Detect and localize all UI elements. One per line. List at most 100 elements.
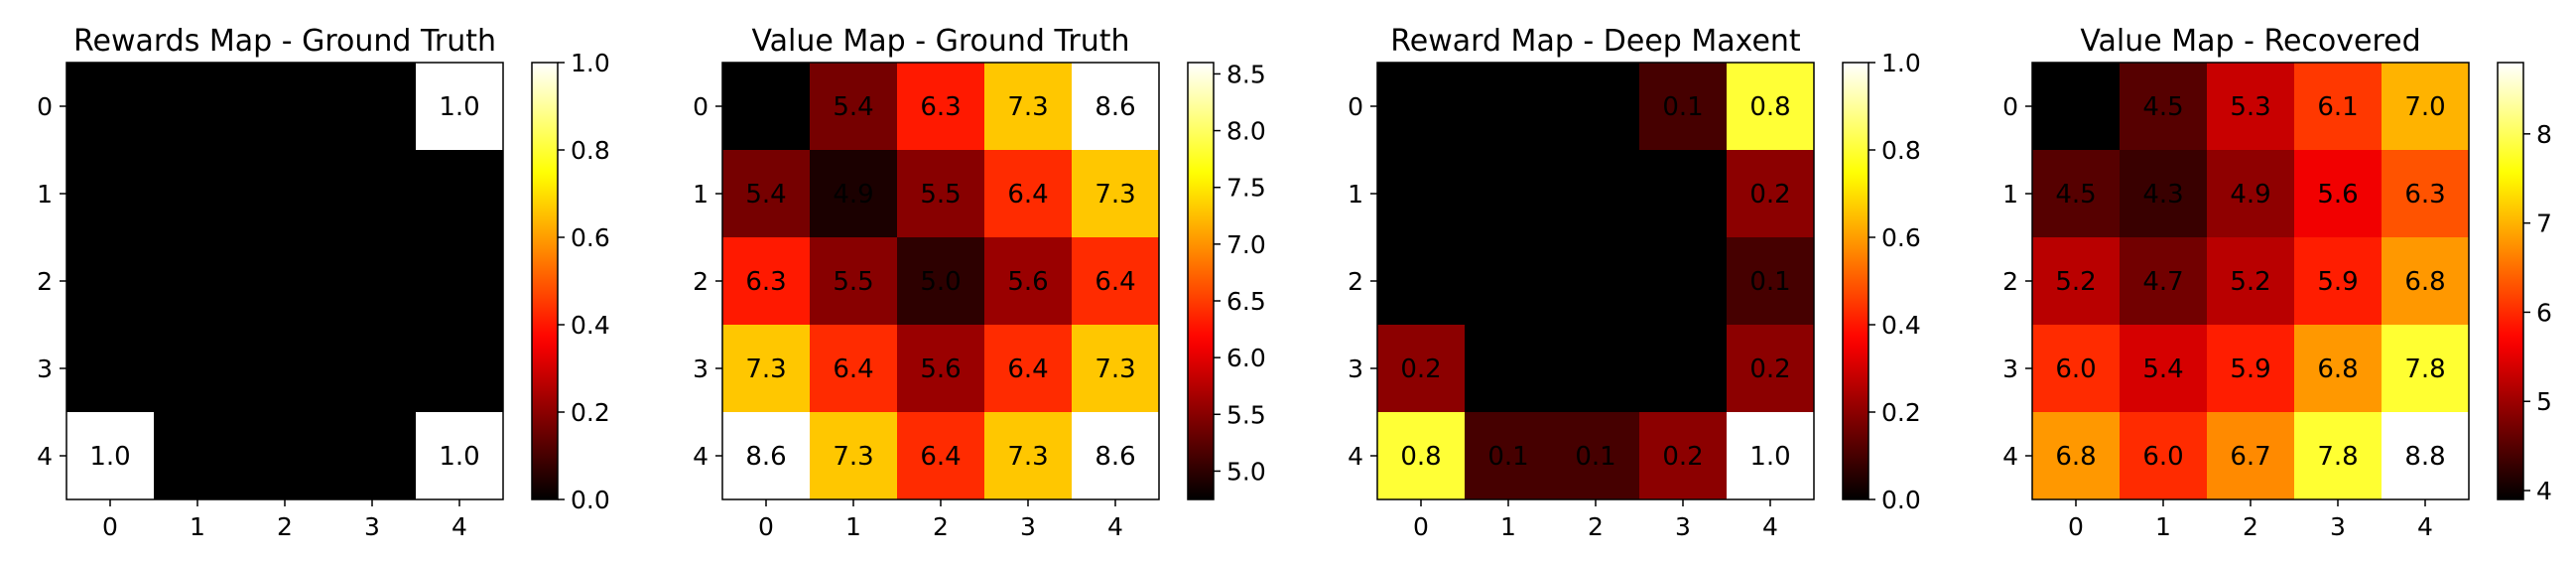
cell-value-label: 7.3 [745,354,786,384]
cell-value-label: 0.2 [1400,354,1441,384]
colorbar-tick-label: 0.8 [571,136,610,165]
heatmap-cell [722,237,810,325]
heatmap-cell [2120,63,2207,150]
chart-title: Rewards Map - Ground Truth [73,24,496,59]
cell-value-label: 0.2 [1662,442,1703,472]
y-tick-label: 0 [2002,92,2018,121]
heatmap-panel-1: Rewards Map - Ground Truth 0.0 0.0 0.0 0.0 1.… [37,24,610,541]
cell-value-label: 0.0 [177,442,217,472]
cell-value-label: 0.0 [177,92,217,122]
x-tick-label: 4 [1107,512,1123,541]
cell-value-label: 4.4 [745,92,786,122]
colorbar-tick-label: 0.0 [571,486,610,514]
heatmap-panel-4: Value Map - Recovered 3.9 4.5 5.3 6.1 7.0 4.5 4… [2002,24,2552,541]
cell-value-label: 0.0 [89,180,130,210]
heatmap-cell [1072,63,1159,150]
heatmap-cell [154,63,241,150]
heatmap-cell [1639,237,1727,325]
heatmap-cell [897,237,984,325]
heatmap-cell [1072,412,1159,499]
heatmap-cell [241,63,328,150]
cell-value-label: 0.0 [1575,92,1615,122]
x-tick-label: 4 [2417,512,2433,541]
cell-value-label: 3.9 [2055,92,2096,122]
y-tick-label: 4 [1348,442,1363,471]
colorbar-tick-label: 1.0 [571,49,610,77]
cell-value-label: 0.0 [264,180,305,210]
heatmap-cell [1639,412,1727,499]
heatmap-cell [416,412,503,499]
cell-value-label: 5.3 [2230,92,2270,122]
y-tick-label: 4 [2002,442,2018,471]
cell-value-label: 6.8 [2404,267,2445,297]
heatmap-cell [1552,237,1639,325]
colorbar-tick-label: 7.0 [1226,230,1266,259]
y-tick-label: 0 [1348,92,1363,121]
cell-value-label: 0.0 [439,267,479,297]
x-tick-label: 3 [1020,512,1036,541]
cell-value-label: 0.0 [1400,180,1441,210]
cell-value-label: 0.0 [1662,267,1703,297]
heatmap-panel-3: Reward Map - Deep Maxent 0.0 0.0 0.0 0.1 0.8 0… [1348,24,1921,541]
colorbar-tick-label: 8.0 [1226,117,1266,146]
heatmap-cell [722,150,810,237]
y-tick-label: 4 [693,442,708,471]
heatmap-cell [154,150,241,237]
x-tick-label: 2 [2243,512,2258,541]
chart-title: Reward Map - Deep Maxent [1390,24,1801,59]
colorbar [1842,62,1869,500]
cell-value-label: 4.9 [833,180,873,210]
heatmap-cell [328,63,416,150]
heatmap-cell [328,237,416,325]
y-tick-label: 1 [37,180,53,209]
heatmap-cell [1072,150,1159,237]
heatmap-cell [328,325,416,412]
cell-value-label: 5.6 [1007,267,1048,297]
cell-value-label: 6.3 [745,267,786,297]
heatmap-cell [2382,325,2469,412]
heatmap-cell [66,325,154,412]
y-tick-label: 3 [1348,354,1363,383]
heatmap-cell [1727,63,1814,150]
heatmap-cell [1552,412,1639,499]
heatmap-cell [1377,237,1465,325]
heatmap-cell [810,237,897,325]
cell-value-label: 0.0 [89,267,130,297]
heatmap-cell [1465,63,1552,150]
colorbar-tick-label: 8 [2536,120,2552,149]
cell-value-label: 5.4 [745,180,786,210]
x-tick-label: 0 [2068,512,2084,541]
colorbar-tick-label: 5.5 [1226,400,1266,429]
y-tick-label: 3 [693,354,708,383]
cell-value-label: 7.0 [2404,92,2445,122]
cell-value-label: 1.0 [1749,442,1790,472]
cell-value-label: 0.0 [439,180,479,210]
heatmap-cell [1465,150,1552,237]
cell-value-label: 0.0 [1487,267,1528,297]
cell-value-label: 7.3 [1095,354,1135,384]
colorbar [531,62,559,500]
cell-value-label: 0.0 [1662,354,1703,384]
colorbar-tick-label: 0.2 [571,398,610,427]
heatmap-cell [2120,325,2207,412]
colorbar-tick-label: 6 [2536,298,2552,327]
heatmap-cell [2207,325,2294,412]
heatmap-cell [2207,150,2294,237]
colorbar-tick-label: 0.8 [1881,136,1921,165]
cell-value-label: 0.1 [1662,92,1703,122]
cell-value-label: 6.0 [2142,442,2183,472]
cell-value-label: 6.0 [2055,354,2096,384]
heatmap-cell [897,150,984,237]
heatmap-cell [241,150,328,237]
chart-title: Value Map - Ground Truth [751,24,1129,59]
cell-value-label: 7.8 [2317,442,2358,472]
heatmap-cell [2382,63,2469,150]
cell-value-label: 1.0 [439,442,479,472]
heatmap-cell [1552,150,1639,237]
heatmap-cell [154,412,241,499]
cell-value-label: 0.0 [351,267,392,297]
x-tick-label: 3 [2330,512,2346,541]
cell-value-label: 6.4 [833,354,873,384]
heatmap-cell [154,237,241,325]
cell-value-label: 6.3 [2404,180,2445,210]
